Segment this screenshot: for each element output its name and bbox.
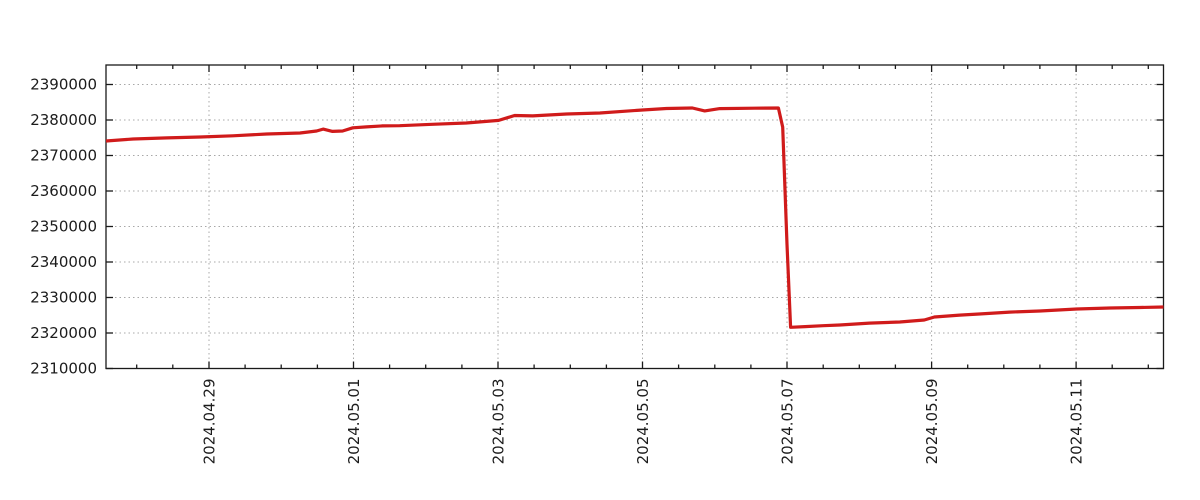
users-line bbox=[105, 106, 1164, 329]
x-tick-label: 2024.05.01 bbox=[345, 379, 363, 465]
x-tick-label: 2024.05.11 bbox=[1068, 379, 1086, 465]
x-tick-label: 2024.05.05 bbox=[634, 379, 652, 465]
y-tick-label: 2360000 bbox=[30, 182, 97, 200]
grid-lines bbox=[106, 65, 1164, 369]
y-tick-label: 2390000 bbox=[30, 76, 97, 94]
x-tick-label: 2024.05.09 bbox=[923, 379, 941, 465]
x-tick-label: 2024.05.07 bbox=[779, 379, 797, 465]
x-tick-label: 2024.04.29 bbox=[201, 379, 219, 465]
x-tick-label: 2024.05.03 bbox=[490, 379, 508, 465]
y-tick-label: 2320000 bbox=[30, 324, 97, 342]
y-tick-label: 2370000 bbox=[30, 147, 97, 165]
y-tick-label: 2310000 bbox=[30, 360, 97, 378]
y-tick-label: 2330000 bbox=[30, 289, 97, 307]
axis-ticks bbox=[106, 65, 1164, 370]
y-tick-label: 2340000 bbox=[30, 253, 97, 271]
y-tick-label: 2380000 bbox=[30, 111, 97, 129]
plot-border bbox=[105, 64, 1165, 370]
x-tick-labels: 2024.04.29 2024.05.01 2024.05.03 2024.05.05… bbox=[201, 379, 1086, 465]
y-tick-labels: 2310000 2320000 2330000 2340000 2350000 23600… bbox=[30, 76, 97, 378]
y-tick-label: 2350000 bbox=[30, 218, 97, 236]
